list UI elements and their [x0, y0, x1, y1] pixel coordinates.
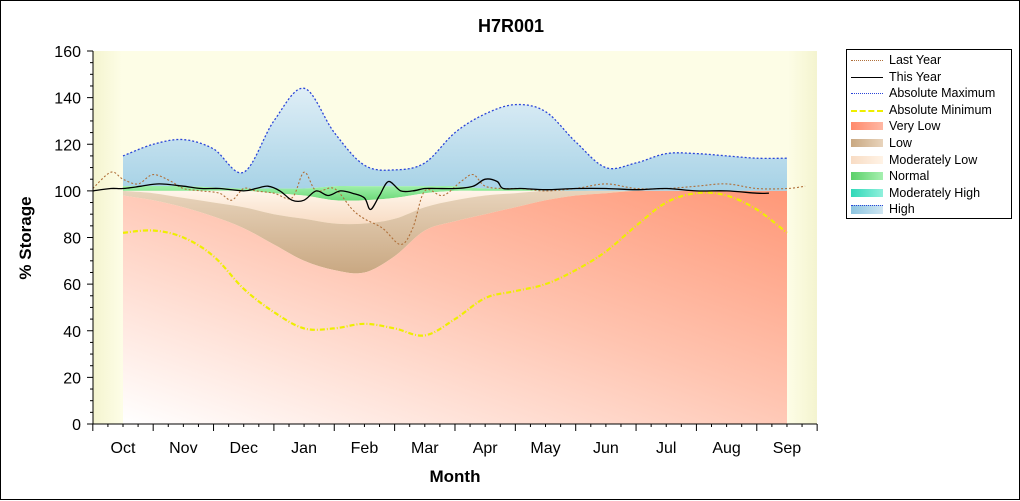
- legend-swatch-low: [851, 139, 883, 147]
- legend-swatch-this-year: [851, 76, 883, 78]
- legend-swatch-very-low: [851, 122, 883, 131]
- legend-label: Moderately High: [889, 185, 981, 200]
- legend-swatch-absolute-maximum: [851, 93, 883, 95]
- x-tick-label: Oct: [111, 440, 136, 457]
- x-tick-label: Aug: [712, 440, 740, 457]
- x-tick-label: Jan: [291, 440, 317, 457]
- legend-label: This Year: [889, 69, 942, 84]
- legend-swatch-absolute-minimum: [851, 109, 883, 112]
- band-normal: [123, 186, 787, 201]
- legend-label: Last Year: [889, 53, 942, 67]
- legend-item-this-year: This Year: [847, 69, 1011, 85]
- band-low: [123, 190, 787, 274]
- legend-item-normal: Normal: [847, 168, 1011, 184]
- legend-item-high: High: [847, 201, 1011, 217]
- y-tick-label: 100: [54, 184, 81, 201]
- x-tick-label: Nov: [169, 440, 197, 457]
- y-tick-label: 140: [54, 91, 81, 108]
- series-lines: [92, 87, 806, 337]
- y-axis-ticks: 0 20 40 60 80 100 120 140 160: [54, 44, 93, 434]
- legend-swatch-last-year: [851, 60, 883, 61]
- legend-label: High: [889, 202, 915, 217]
- chart-title: H7R001: [478, 16, 544, 36]
- legend-item-low: Low: [847, 135, 1011, 151]
- y-tick-label: 20: [63, 370, 81, 387]
- legend-label: Very Low: [889, 119, 941, 134]
- legend-label: Moderately Low: [889, 152, 978, 167]
- x-tick-label: May: [530, 440, 560, 457]
- y-tick-label: 60: [63, 277, 81, 294]
- legend-item-absolute-maximum: Absolute Maximum: [847, 85, 1011, 101]
- x-axis-title: Month: [430, 467, 481, 486]
- legend-swatch-high: [851, 205, 883, 215]
- legend-label: Normal: [889, 169, 930, 184]
- absolute-minimum-line: [122, 191, 788, 337]
- legend-label: Absolute Maximum: [889, 86, 996, 101]
- y-tick-label: 120: [54, 137, 81, 154]
- x-tick-label: Apr: [473, 440, 499, 457]
- y-tick-label: 80: [63, 231, 81, 248]
- band-high: [123, 88, 787, 192]
- chart-legend: Last Year This Year Absolute Maximum Absolu…: [846, 49, 1012, 219]
- legend-item-moderately-high: Moderately High: [847, 185, 1011, 201]
- band-very-low: [123, 190, 787, 424]
- legend-swatch-moderately-low: [851, 155, 883, 164]
- legend-label: Low: [889, 136, 912, 150]
- legend-item-very-low: Very Low: [847, 118, 1011, 134]
- legend-swatch-normal: [851, 172, 883, 181]
- x-tick-label: Jun: [593, 440, 619, 457]
- absolute-maximum-line: [122, 87, 788, 174]
- last-year-line: [92, 171, 806, 246]
- x-tick-label: Jul: [656, 440, 676, 457]
- x-tick-label: Feb: [351, 440, 379, 457]
- y-tick-label: 0: [72, 417, 81, 434]
- x-tick-label: Dec: [229, 440, 257, 457]
- legend-label: Absolute Minimum: [889, 102, 992, 117]
- x-tick-label: Sep: [773, 440, 802, 457]
- legend-item-last-year: Last Year: [847, 52, 1011, 68]
- legend-item-moderately-low: Moderately Low: [847, 152, 1011, 168]
- legend-swatch-moderately-high: [851, 188, 883, 197]
- y-axis-title: % Storage: [16, 196, 35, 279]
- x-tick-label: Mar: [411, 440, 439, 457]
- y-tick-label: 40: [63, 324, 81, 341]
- this-year-line: [92, 178, 769, 211]
- legend-item-absolute-minimum: Absolute Minimum: [847, 102, 1011, 118]
- x-axis-ticks: Oct Nov Dec Jan Feb Mar Apr May Jun Jul Aug Sep: [92, 424, 818, 457]
- y-tick-label: 160: [54, 44, 81, 61]
